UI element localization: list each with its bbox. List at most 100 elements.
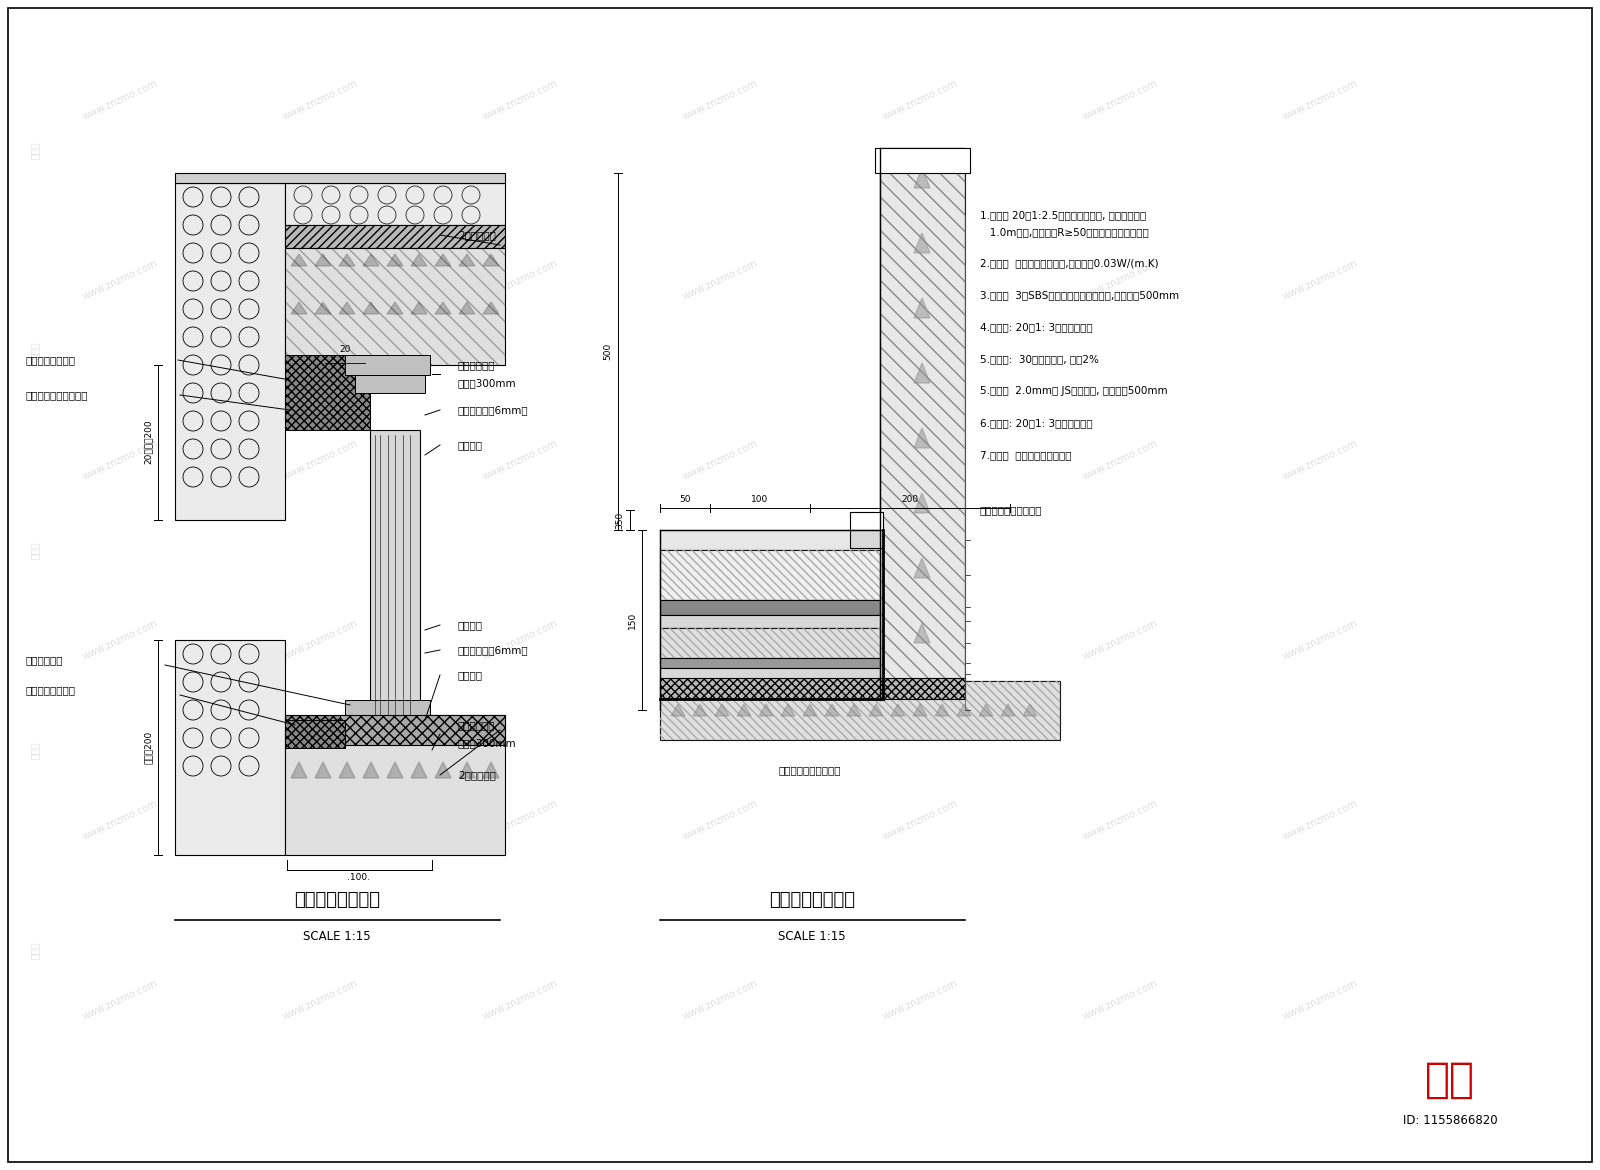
Polygon shape <box>891 704 906 716</box>
Text: www.znzmo.com: www.znzmo.com <box>82 439 158 482</box>
Polygon shape <box>387 302 403 314</box>
Text: 3.防水层  3厚SBS改性沥青防水卷材一道,四周上返500mm: 3.防水层 3厚SBS改性沥青防水卷材一道,四周上返500mm <box>979 290 1179 300</box>
Text: www.znzmo.com: www.znzmo.com <box>682 798 758 841</box>
Text: 2道射钉固定: 2道射钉固定 <box>458 230 496 240</box>
Bar <box>285 183 506 225</box>
Polygon shape <box>826 704 838 716</box>
Text: www.znzmo.com: www.znzmo.com <box>82 259 158 302</box>
Polygon shape <box>846 704 861 716</box>
Text: www.znzmo.com: www.znzmo.com <box>82 978 158 1021</box>
Text: www.znzmo.com: www.znzmo.com <box>282 439 358 482</box>
Text: 镀锌钢固定件: 镀锌钢固定件 <box>458 720 496 730</box>
Polygon shape <box>914 363 930 383</box>
Text: www.znzmo.com: www.znzmo.com <box>882 78 958 122</box>
Bar <box>285 720 346 748</box>
Text: 知末网: 知末网 <box>30 941 40 958</box>
Text: www.znzmo.com: www.znzmo.com <box>1282 618 1358 662</box>
Text: 2.保温层  难燃型挤塑聚苯板,导热系数0.03W/(m.K): 2.保温层 难燃型挤塑聚苯板,导热系数0.03W/(m.K) <box>979 259 1158 268</box>
Text: www.znzmo.com: www.znzmo.com <box>482 78 558 122</box>
Bar <box>285 715 506 730</box>
Bar <box>285 730 506 855</box>
Text: www.znzmo.com: www.znzmo.com <box>1082 439 1158 482</box>
Polygon shape <box>957 704 971 716</box>
Polygon shape <box>914 428 930 448</box>
Text: 7.结构层  现浇钢筋混凝土屋面: 7.结构层 现浇钢筋混凝土屋面 <box>979 450 1072 460</box>
Polygon shape <box>979 704 994 716</box>
Polygon shape <box>387 254 403 266</box>
Text: 知末网: 知末网 <box>30 142 40 159</box>
Text: 知末网: 知末网 <box>30 542 40 559</box>
Text: 窗台饰面: 窗台饰面 <box>458 670 483 680</box>
Bar <box>285 355 370 431</box>
Polygon shape <box>914 168 930 188</box>
Bar <box>285 225 506 248</box>
Text: 500: 500 <box>603 343 613 359</box>
Text: 不上人屋面（无保温）: 不上人屋面（无保温） <box>979 505 1043 515</box>
Text: www.znzmo.com: www.znzmo.com <box>882 798 958 841</box>
Polygon shape <box>435 762 451 778</box>
Text: 5.找坡层:  30厚水泥陶粒, 坡度2%: 5.找坡层: 30厚水泥陶粒, 坡度2% <box>979 355 1099 364</box>
Text: www.znzmo.com: www.znzmo.com <box>882 259 958 302</box>
Text: www.znzmo.com: www.znzmo.com <box>1082 978 1158 1021</box>
Bar <box>661 550 880 600</box>
Text: www.znzmo.com: www.znzmo.com <box>482 259 558 302</box>
Text: www.znzmo.com: www.znzmo.com <box>282 78 358 122</box>
Text: 2道射钉固定: 2道射钉固定 <box>458 770 496 780</box>
Text: 知末网: 知末网 <box>30 741 40 759</box>
Text: www.znzmo.com: www.znzmo.com <box>882 978 958 1021</box>
Bar <box>370 431 419 720</box>
Bar <box>850 530 883 548</box>
Text: www.znzmo.com: www.znzmo.com <box>1082 259 1158 302</box>
Bar <box>285 248 506 365</box>
Text: SCALE 1:15: SCALE 1:15 <box>302 930 371 943</box>
Polygon shape <box>483 254 499 266</box>
Text: 4.找平层: 20厚1: 3水泥砂浆找平: 4.找平层: 20厚1: 3水泥砂浆找平 <box>979 322 1093 332</box>
Text: www.znzmo.com: www.znzmo.com <box>682 439 758 482</box>
Polygon shape <box>363 254 379 266</box>
Text: www.znzmo.com: www.znzmo.com <box>82 618 158 662</box>
Bar <box>661 628 880 658</box>
Text: www.znzmo.com: www.znzmo.com <box>1082 78 1158 122</box>
Bar <box>346 355 430 376</box>
Polygon shape <box>715 704 730 716</box>
Text: 镀锌钢固定件: 镀锌钢固定件 <box>458 360 496 370</box>
Polygon shape <box>291 302 307 314</box>
Polygon shape <box>1022 704 1037 716</box>
Bar <box>174 173 506 183</box>
Text: 20: 20 <box>339 344 350 353</box>
Bar <box>661 600 880 615</box>
Text: 建筑屋面防水做法: 建筑屋面防水做法 <box>770 892 854 909</box>
Text: www.znzmo.com: www.znzmo.com <box>682 78 758 122</box>
Polygon shape <box>693 704 707 716</box>
Polygon shape <box>435 254 451 266</box>
Text: www.znzmo.com: www.znzmo.com <box>1282 798 1358 841</box>
Text: 玻璃幕墙: 玻璃幕墙 <box>458 440 483 450</box>
Polygon shape <box>483 762 499 778</box>
Text: 玻璃幕墙: 玻璃幕墙 <box>458 620 483 629</box>
Text: www.znzmo.com: www.znzmo.com <box>482 978 558 1021</box>
Bar <box>174 183 285 519</box>
Polygon shape <box>459 302 475 314</box>
Text: 建筑外窗防水做法: 建筑外窗防水做法 <box>294 892 381 909</box>
Polygon shape <box>315 762 331 778</box>
Text: www.znzmo.com: www.znzmo.com <box>482 618 558 662</box>
Text: 20不小于200: 20不小于200 <box>144 420 152 464</box>
Text: www.znzmo.com: www.znzmo.com <box>882 618 958 662</box>
Bar <box>875 147 970 173</box>
Bar <box>661 615 880 628</box>
Bar <box>850 512 883 530</box>
Text: 密封胶不大于6mm宽: 密封胶不大于6mm宽 <box>458 645 528 655</box>
Bar <box>339 715 506 745</box>
Polygon shape <box>363 302 379 314</box>
Bar <box>661 681 1059 739</box>
Text: www.znzmo.com: www.znzmo.com <box>482 798 558 841</box>
Polygon shape <box>459 254 475 266</box>
Polygon shape <box>914 233 930 253</box>
Text: www.znzmo.com: www.znzmo.com <box>82 78 158 122</box>
Text: 发泡剂嵌聚氨: 发泡剂嵌聚氨 <box>26 655 62 665</box>
Text: .100.: .100. <box>347 873 371 881</box>
Bar <box>880 147 965 690</box>
Polygon shape <box>738 704 750 716</box>
Text: www.znzmo.com: www.znzmo.com <box>1282 259 1358 302</box>
Polygon shape <box>459 762 475 778</box>
